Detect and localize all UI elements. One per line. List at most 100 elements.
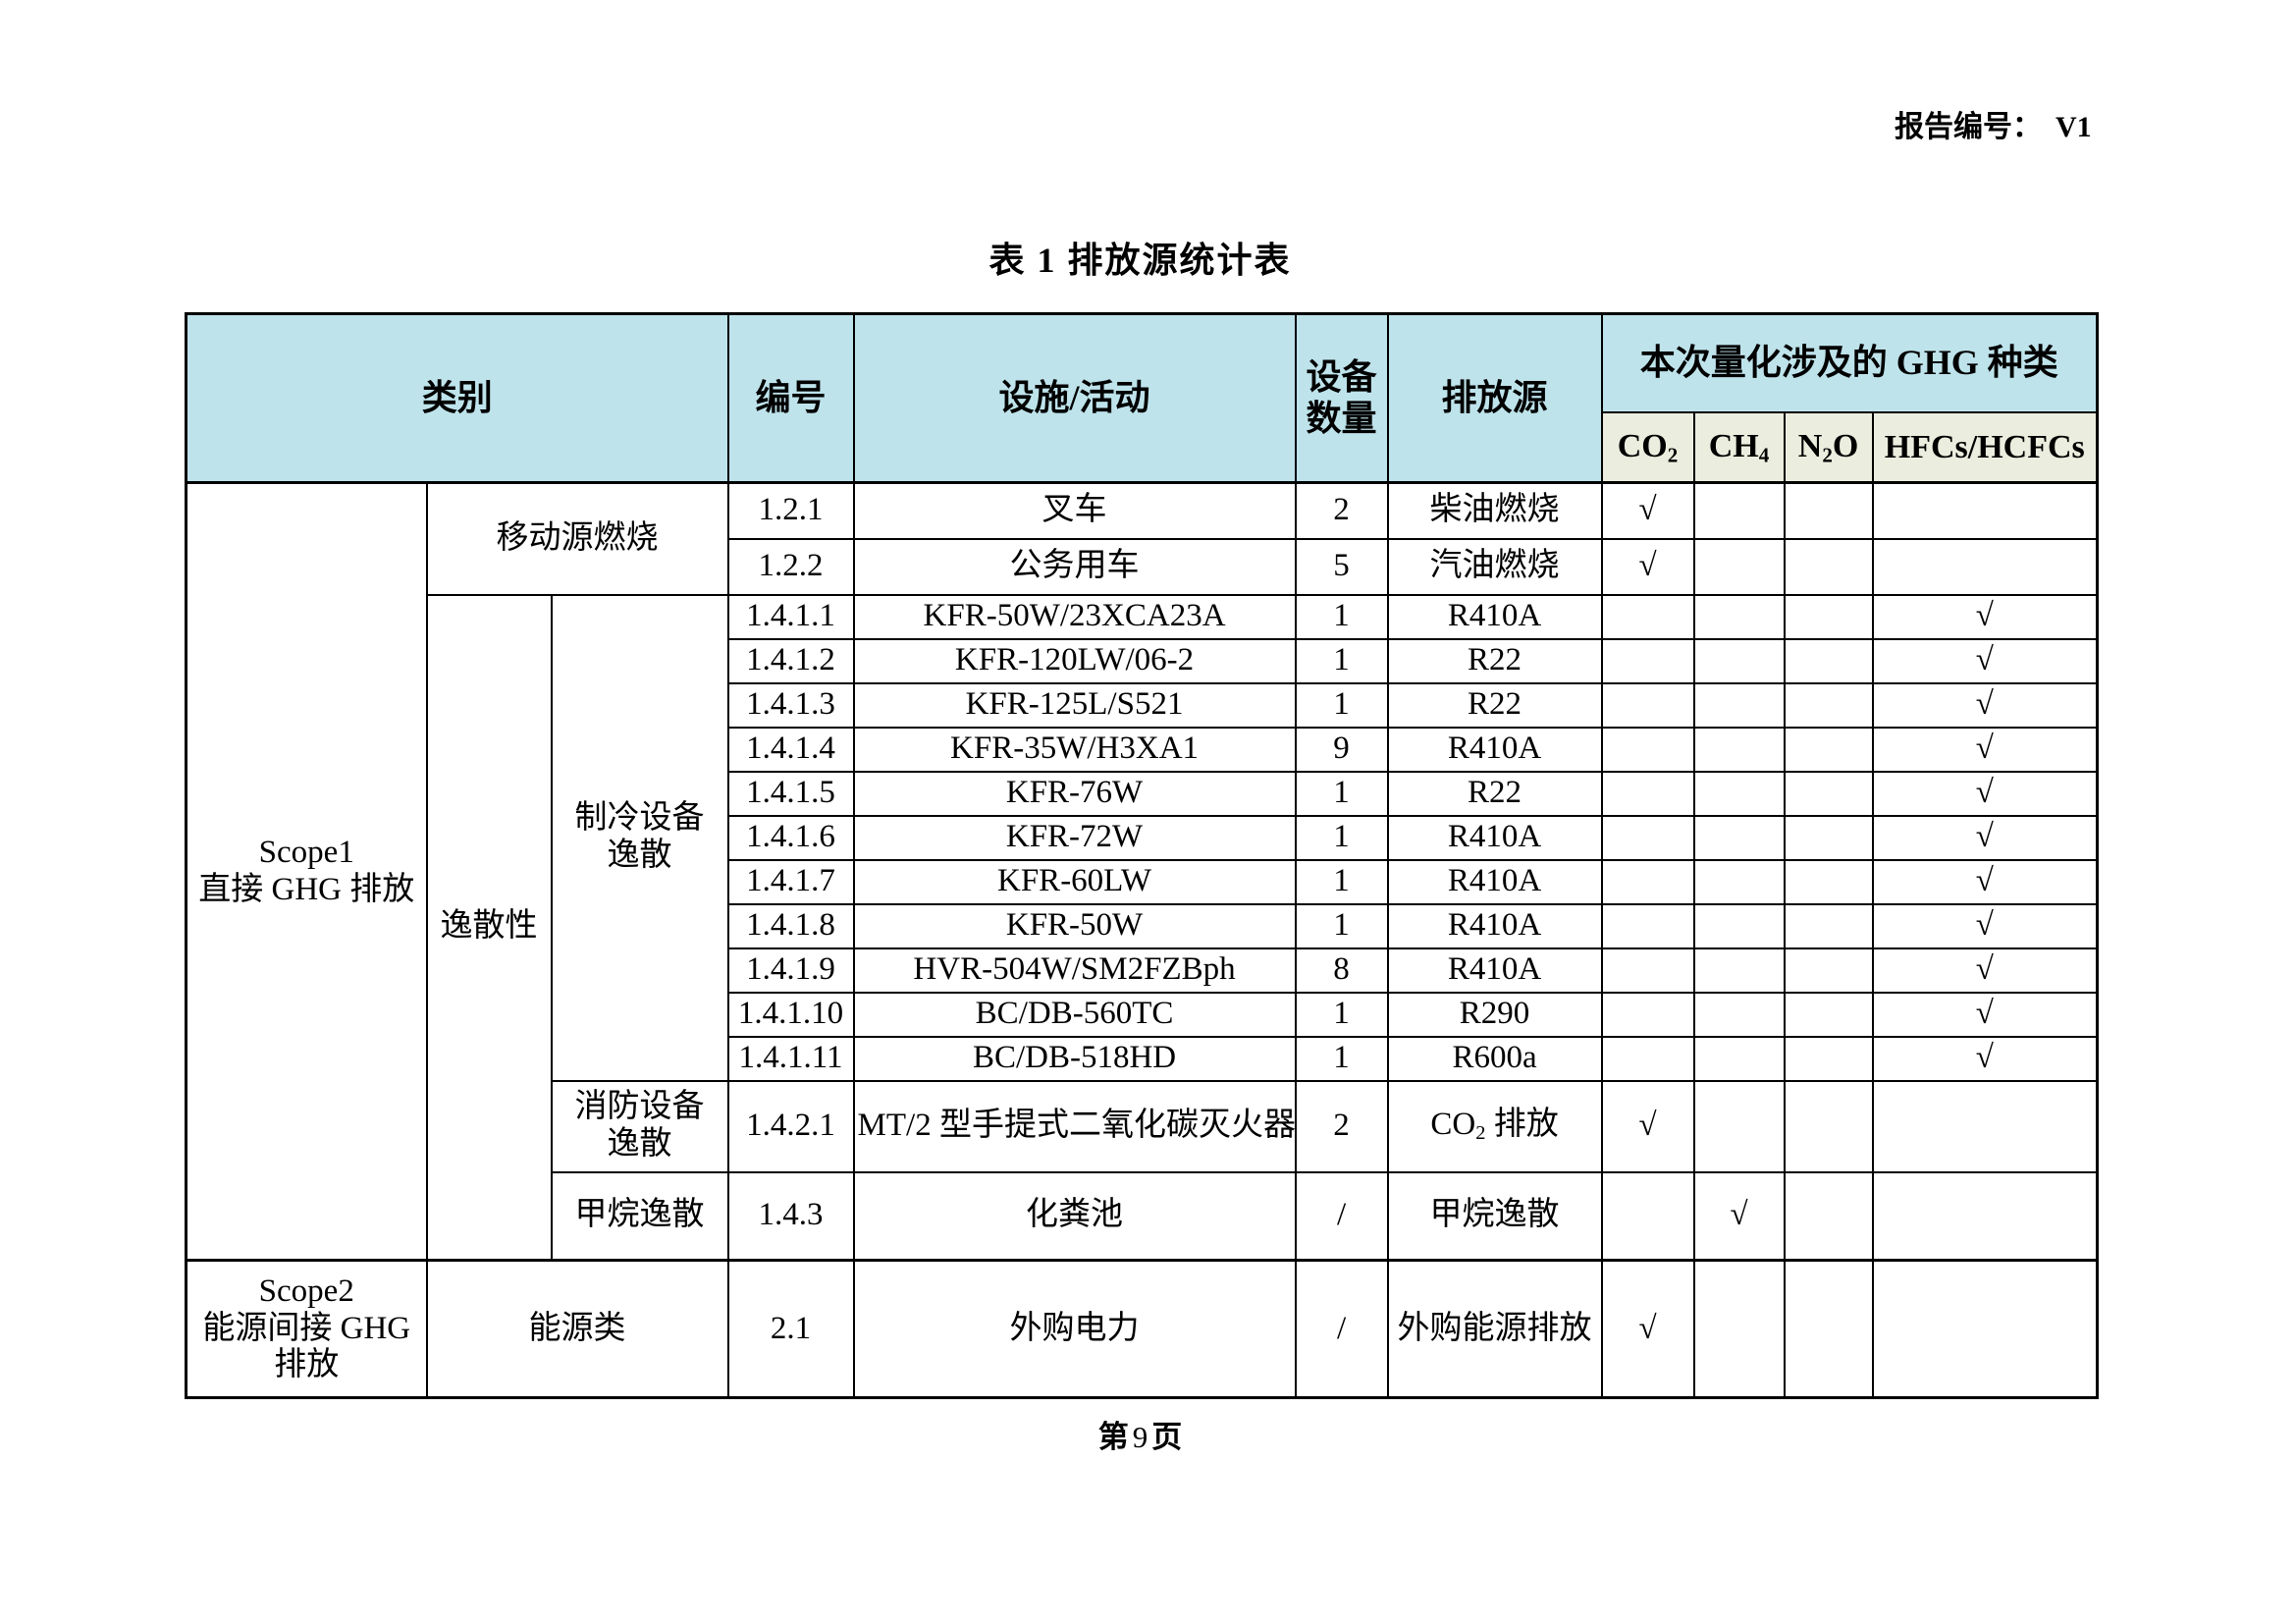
refrigeration-line2: 逸散 <box>607 838 672 873</box>
table-row: 1.4.1.9 HVR-504W/SM2FZBph 8 R410A √ <box>187 947 2099 994</box>
source-text: 外购能源排放 <box>1397 1310 1592 1346</box>
cell-no: 1.4.1.1 <box>726 593 855 640</box>
source-text: R600a <box>1452 1040 1537 1076</box>
check-co2: √ <box>1600 537 1695 596</box>
group-methane: 甲烷逸散 <box>550 1170 729 1262</box>
check-n2o <box>1783 1035 1874 1082</box>
header-row-1: 类别 编号 设施/活动 设备 数量 排放源 本次量化涉及的 GHG 种类 <box>185 312 2099 484</box>
cell-qty: 1 <box>1294 593 1389 640</box>
page-footer-prefix: 第 <box>1097 1420 1129 1454</box>
cell-facility: KFR-50W/23XCA23A <box>852 593 1297 640</box>
source-text: 汽油燃烧 <box>1429 548 1560 584</box>
table-row: Scope2 能源间接 GHG 排放 能源类 2.1 外购电力 / 外购能源排放… <box>185 1259 2099 1399</box>
scope1-line1: Scope1 <box>258 834 354 870</box>
ch4-label: CH <box>1708 428 1759 464</box>
cell-no: 1.2.1 <box>726 481 855 540</box>
header-row-2: CO2 CH4 N2O HFCs/HCFCs <box>187 410 2099 484</box>
check-co2: √ <box>1600 1259 1695 1399</box>
check-n2o <box>1783 947 1874 994</box>
cell-qty: / <box>1294 1259 1389 1399</box>
check-hfcs <box>1871 1170 2099 1262</box>
check-hfcs: √ <box>1871 858 2099 905</box>
group-fire-equipment: 消防设备 逸散 <box>550 1079 729 1173</box>
cell-facility: KFR-60LW <box>852 858 1297 905</box>
check-n2o <box>1783 902 1874 949</box>
check-n2o <box>1783 1259 1874 1399</box>
cell-facility: MT/2 型手提式二氧化碳灭火器 <box>852 1079 1297 1173</box>
cell-source: R410A <box>1386 593 1603 640</box>
source-text: 甲烷逸散 <box>1429 1197 1560 1233</box>
co2-subscript: 2 <box>1667 443 1679 467</box>
source-text: R410A <box>1447 863 1542 899</box>
cell-facility: KFR-35W/H3XA1 <box>852 726 1297 773</box>
check-ch4 <box>1692 593 1786 640</box>
check-hfcs: √ <box>1871 637 2099 684</box>
check-ch4 <box>1692 858 1786 905</box>
cell-qty: 8 <box>1294 947 1389 994</box>
group-fugitive: 逸散性 <box>425 593 553 1262</box>
table-row: 1.4.1.5 KFR-76W 1 R22 √ <box>187 770 2099 817</box>
refrigeration-line1: 制冷设备 <box>574 800 705 837</box>
scope2-line3: 排放 <box>274 1347 340 1383</box>
cell-source: R410A <box>1386 814 1603 861</box>
cell-facility: KFR-125L/S521 <box>852 681 1297 729</box>
fire-line2: 逸散 <box>607 1126 672 1162</box>
source-text: 柴油燃烧 <box>1429 492 1560 528</box>
check-co2 <box>1600 1035 1695 1082</box>
cell-qty: 1 <box>1294 814 1389 861</box>
table-row: 1.2.2 公务用车 5 汽油燃烧 √ <box>187 537 2099 596</box>
cell-qty: 1 <box>1294 770 1389 817</box>
table-row: 1.4.1.10 BC/DB-560TC 1 R290 √ <box>187 991 2099 1038</box>
cell-source: R22 <box>1386 681 1603 729</box>
check-hfcs: √ <box>1871 991 2099 1038</box>
cell-no: 1.4.2.1 <box>726 1079 855 1173</box>
check-co2 <box>1600 947 1695 994</box>
cell-no: 1.4.1.8 <box>726 902 855 949</box>
table-row: 逸散性 制冷设备 逸散 1.4.1.1 KFR-50W/23XCA23A 1 R… <box>187 593 2099 1262</box>
cell-no: 1.4.1.11 <box>726 1035 855 1082</box>
header-co2: CO2 <box>1600 410 1695 484</box>
check-co2 <box>1600 814 1695 861</box>
cell-qty: 2 <box>1294 481 1389 540</box>
check-ch4 <box>1692 637 1786 684</box>
check-hfcs <box>1871 1259 2099 1399</box>
check-n2o <box>1783 726 1874 773</box>
cell-source: R410A <box>1386 726 1603 773</box>
group-scope2: Scope2 能源间接 GHG 排放 <box>185 1259 428 1399</box>
check-ch4 <box>1692 1079 1786 1173</box>
check-hfcs: √ <box>1871 593 2099 640</box>
check-n2o <box>1783 814 1874 861</box>
header-category: 类别 <box>185 312 729 484</box>
check-ch4 <box>1692 537 1786 596</box>
check-ch4 <box>1692 814 1786 861</box>
cell-qty: / <box>1294 1170 1389 1262</box>
cell-source: 外购能源排放 <box>1386 1259 1603 1399</box>
cell-source: 柴油燃烧 <box>1386 481 1603 540</box>
source-subscript: 2 <box>1475 1122 1486 1145</box>
table-title: 表 1 排放源统计表 <box>988 241 1292 280</box>
header-code: 编号 <box>726 312 855 484</box>
table-row: 1.4.1.3 KFR-125L/S521 1 R22 √ <box>187 681 2099 729</box>
check-hfcs <box>1871 537 2099 596</box>
header-device-qty-line2: 数量 <box>1306 398 1377 438</box>
cell-no: 1.4.1.6 <box>726 814 855 861</box>
cell-source: 汽油燃烧 <box>1386 537 1603 596</box>
cell-facility: 外购电力 <box>852 1259 1297 1399</box>
cell-qty: 2 <box>1294 1079 1389 1173</box>
source-text: R22 <box>1468 775 1522 811</box>
cell-source: R410A <box>1386 858 1603 905</box>
check-co2 <box>1600 858 1695 905</box>
table-row: 甲烷逸散 1.4.3 化粪池 / 甲烷逸散 √ <box>187 1170 2099 1262</box>
cell-source: R410A <box>1386 902 1603 949</box>
cell-no: 1.4.1.4 <box>726 726 855 773</box>
cell-source: R600a <box>1386 1035 1603 1082</box>
source-text: R410A <box>1447 951 1542 988</box>
check-hfcs <box>1871 481 2099 540</box>
source-text: CO <box>1430 1107 1476 1143</box>
n2o-post: O <box>1832 428 1859 464</box>
source-text-post: 排放 <box>1485 1107 1559 1143</box>
check-co2 <box>1600 726 1695 773</box>
check-ch4: √ <box>1692 1170 1786 1262</box>
source-text: R410A <box>1447 731 1542 767</box>
